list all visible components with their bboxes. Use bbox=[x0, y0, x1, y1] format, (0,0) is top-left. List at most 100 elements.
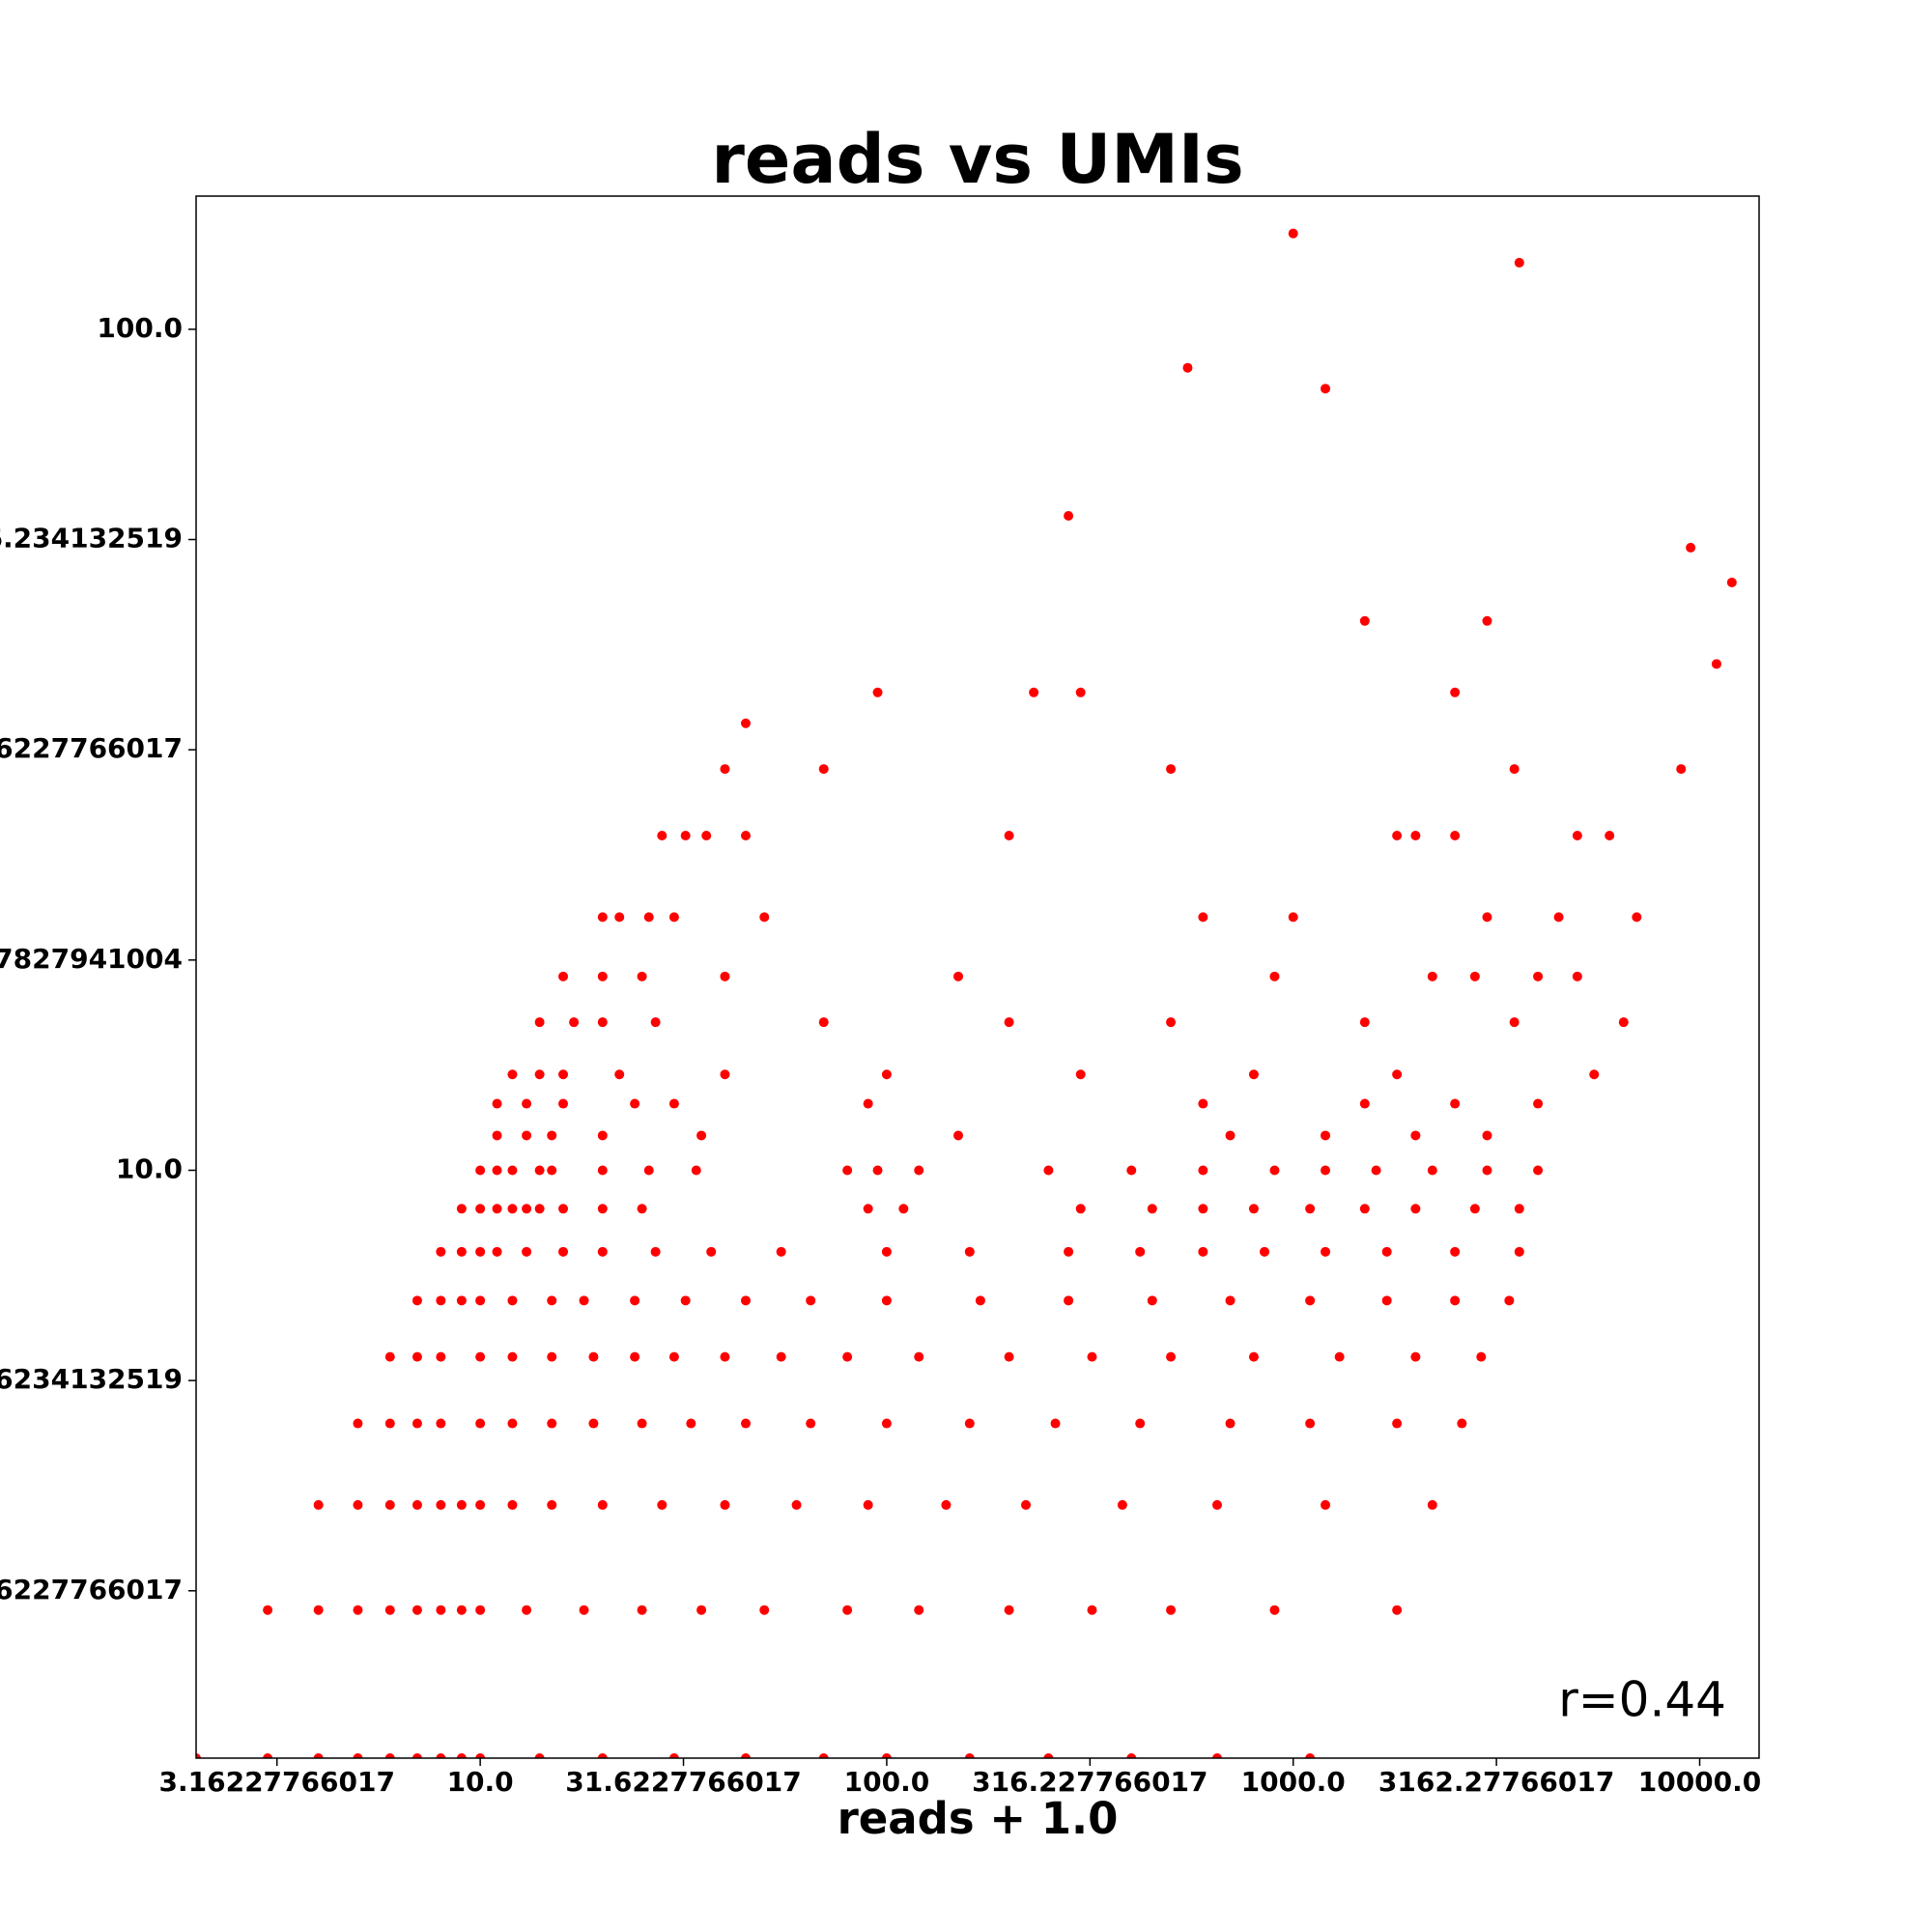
point bbox=[1469, 971, 1480, 981]
point bbox=[701, 831, 712, 841]
point bbox=[637, 1418, 647, 1429]
point bbox=[1392, 1418, 1403, 1429]
point bbox=[740, 1753, 751, 1758]
point bbox=[579, 1605, 589, 1615]
point bbox=[740, 1295, 751, 1306]
point bbox=[507, 1204, 518, 1214]
point bbox=[1589, 1069, 1600, 1080]
point bbox=[588, 1351, 599, 1362]
point bbox=[1043, 1165, 1054, 1176]
point bbox=[1064, 1295, 1074, 1306]
point bbox=[1676, 764, 1687, 775]
point bbox=[579, 1295, 589, 1306]
point bbox=[456, 1605, 467, 1615]
point bbox=[1182, 362, 1193, 373]
point bbox=[1450, 1098, 1461, 1109]
point bbox=[1632, 912, 1642, 923]
point bbox=[492, 1098, 502, 1109]
point bbox=[650, 1246, 661, 1257]
y-tick-label: 17.7827941004 bbox=[0, 943, 183, 975]
point bbox=[637, 971, 647, 981]
point bbox=[881, 1295, 892, 1306]
point bbox=[720, 764, 730, 775]
point bbox=[1147, 1204, 1157, 1214]
point bbox=[720, 1069, 730, 1080]
point bbox=[1618, 1017, 1629, 1028]
point bbox=[776, 1351, 786, 1362]
x-tick-label: 31.6227766017 bbox=[565, 1766, 801, 1798]
point bbox=[914, 1605, 924, 1615]
point bbox=[1126, 1165, 1137, 1176]
point bbox=[1482, 912, 1492, 923]
point bbox=[1392, 1069, 1403, 1080]
point bbox=[975, 1295, 985, 1306]
point bbox=[691, 1165, 701, 1176]
point bbox=[547, 1351, 557, 1362]
point bbox=[680, 1295, 691, 1306]
y-tick-label: 31.6227766017 bbox=[0, 732, 183, 764]
point bbox=[1248, 1069, 1259, 1080]
point bbox=[614, 912, 625, 923]
point bbox=[1087, 1351, 1097, 1362]
point bbox=[547, 1418, 557, 1429]
point bbox=[1050, 1418, 1061, 1429]
point bbox=[1198, 1246, 1208, 1257]
point bbox=[1225, 1418, 1236, 1429]
point bbox=[630, 1351, 640, 1362]
point bbox=[313, 1753, 324, 1758]
point bbox=[522, 1246, 532, 1257]
point bbox=[1450, 1246, 1461, 1257]
point bbox=[1288, 228, 1298, 239]
point bbox=[1198, 912, 1208, 923]
point bbox=[456, 1204, 467, 1214]
point bbox=[475, 1246, 486, 1257]
point bbox=[1225, 1130, 1236, 1141]
point bbox=[668, 912, 679, 923]
point bbox=[547, 1165, 557, 1176]
point bbox=[412, 1499, 422, 1510]
x-tick-label: 100.0 bbox=[844, 1766, 930, 1798]
point bbox=[650, 1017, 661, 1028]
point bbox=[597, 1753, 608, 1758]
x-tick-label: 1000.0 bbox=[1241, 1766, 1346, 1798]
point bbox=[1166, 764, 1177, 775]
point bbox=[759, 1605, 770, 1615]
point bbox=[534, 1069, 545, 1080]
point bbox=[558, 1204, 569, 1214]
y-tick-label: 5.6234132519 bbox=[0, 1363, 183, 1395]
point bbox=[384, 1753, 395, 1758]
point bbox=[953, 1130, 964, 1141]
point bbox=[1504, 1295, 1515, 1306]
point bbox=[534, 1753, 545, 1758]
point bbox=[412, 1753, 422, 1758]
point bbox=[558, 971, 569, 981]
point bbox=[863, 1204, 873, 1214]
point bbox=[1427, 1165, 1437, 1176]
point bbox=[522, 1098, 532, 1109]
point bbox=[1450, 687, 1461, 697]
point bbox=[1482, 1130, 1492, 1141]
x-tick-label: 316.227766017 bbox=[972, 1766, 1208, 1798]
point bbox=[436, 1418, 446, 1429]
point bbox=[507, 1165, 518, 1176]
point bbox=[456, 1499, 467, 1510]
point bbox=[313, 1499, 324, 1510]
point bbox=[1410, 831, 1421, 841]
point bbox=[1021, 1499, 1032, 1510]
point bbox=[1509, 1017, 1520, 1028]
point bbox=[720, 1499, 730, 1510]
point bbox=[1457, 1418, 1467, 1429]
point bbox=[547, 1499, 557, 1510]
point bbox=[863, 1499, 873, 1510]
point bbox=[588, 1418, 599, 1429]
point bbox=[1166, 1017, 1177, 1028]
point bbox=[263, 1753, 273, 1758]
point bbox=[384, 1499, 395, 1510]
point bbox=[196, 1753, 201, 1758]
point bbox=[863, 1098, 873, 1109]
point bbox=[1359, 1204, 1370, 1214]
point bbox=[1482, 615, 1492, 626]
point bbox=[637, 1605, 647, 1615]
point bbox=[1269, 1605, 1280, 1615]
point bbox=[1334, 1351, 1345, 1362]
